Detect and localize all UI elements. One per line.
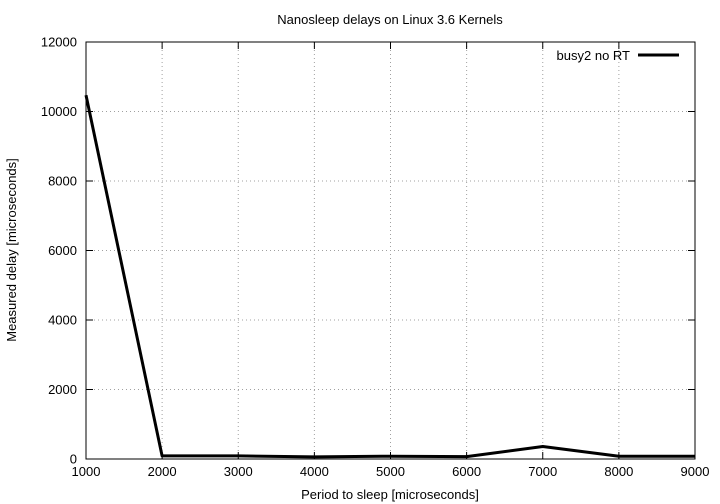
legend: busy2 no RT (557, 48, 679, 63)
x-tick-label: 4000 (300, 464, 329, 479)
x-tick-label: 6000 (452, 464, 481, 479)
grid (86, 42, 695, 459)
x-tick-label: 7000 (528, 464, 557, 479)
y-tick-label: 8000 (48, 174, 77, 189)
y-tick-label: 10000 (41, 104, 77, 119)
y-tick-label: 12000 (41, 35, 77, 50)
y-tick-label: 0 (70, 452, 77, 467)
x-tick-label: 9000 (681, 464, 710, 479)
x-tick-label: 2000 (148, 464, 177, 479)
x-axis-label: Period to sleep [microseconds] (301, 487, 479, 502)
axis-ticks: 1000 2000 3000 4000 5000 6000 7000 8000 9000 0 200… (41, 35, 710, 480)
y-tick-label: 4000 (48, 313, 77, 328)
series-line (84, 94, 695, 459)
x-tick-label: 3000 (224, 464, 253, 479)
x-tick-label: 1000 (72, 464, 101, 479)
y-tick-label: 2000 (48, 382, 77, 397)
x-tick-label: 5000 (376, 464, 405, 479)
series-layer (84, 94, 695, 459)
legend-label: busy2 no RT (557, 48, 631, 63)
chart-title: Nanosleep delays on Linux 3.6 Kernels (277, 12, 503, 27)
y-tick-label: 6000 (48, 243, 77, 258)
y-axis-label: Measured delay [microseconds] (4, 158, 19, 342)
x-tick-label: 8000 (604, 464, 633, 479)
